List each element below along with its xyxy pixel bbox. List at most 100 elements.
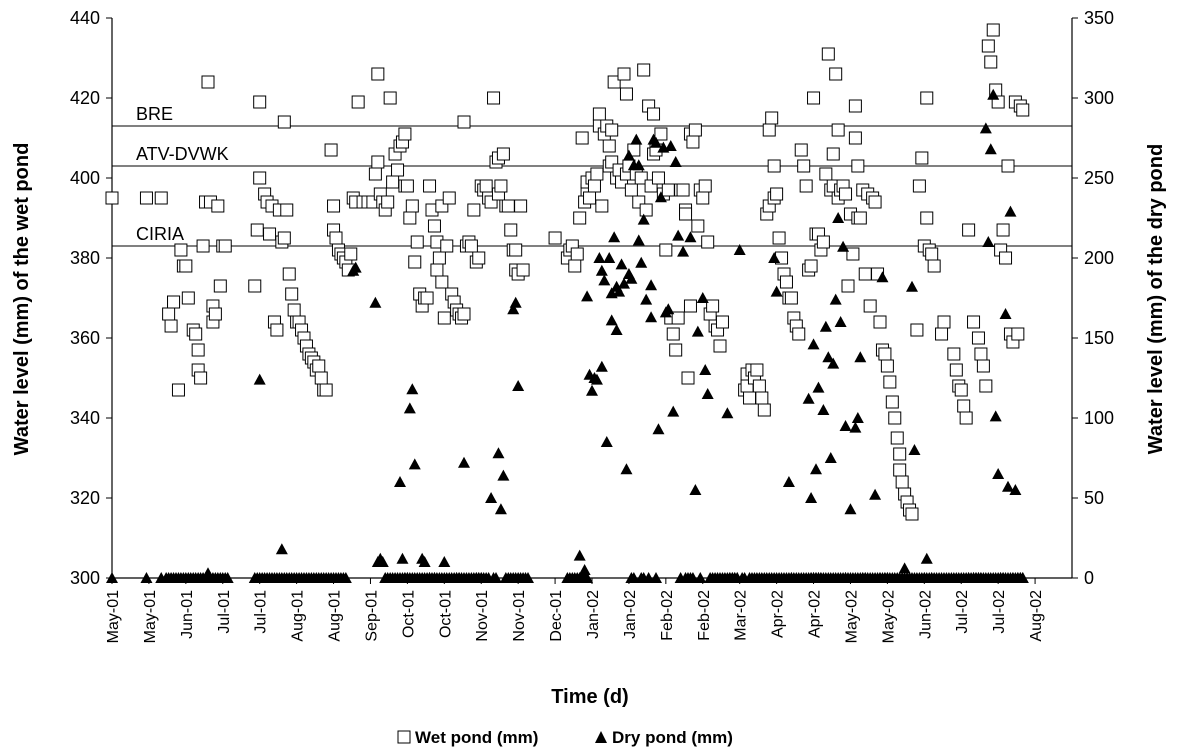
wet-pond-point — [671, 311, 685, 325]
dry-pond-point — [202, 567, 214, 579]
dry-pond-point — [837, 240, 850, 252]
wet-pond-point — [647, 107, 661, 121]
wet-pond-point — [154, 191, 168, 205]
wet-pond-point — [467, 203, 481, 217]
wet-pond-point — [772, 231, 786, 245]
dry-pond-point — [497, 469, 510, 481]
x-tick-label: May-01 — [142, 590, 159, 643]
wet-pond-point — [504, 223, 518, 237]
wet-pond-point — [314, 371, 328, 385]
dry-pond-point — [600, 436, 613, 447]
x-tick-label: Sep-01 — [363, 590, 380, 642]
legend-wet-marker — [397, 730, 411, 744]
x-tick-label: Jun-02 — [917, 590, 934, 639]
wet-pond-point — [797, 159, 811, 173]
dry-pond-point — [140, 572, 153, 583]
dry-pond-point — [785, 572, 798, 583]
wet-pond-point — [570, 247, 584, 261]
wet-pond-point — [464, 239, 478, 253]
wet-pond-point — [324, 143, 338, 157]
wet-pond-point — [654, 127, 668, 141]
y2-tick-label: 350 — [1084, 8, 1114, 28]
dry-pond-point — [635, 256, 648, 268]
wet-pond-point — [457, 307, 471, 321]
wet-pond-point — [779, 275, 793, 289]
dry-pond-point — [992, 468, 1005, 479]
dry-pond-point — [672, 229, 685, 241]
wet-pond-point — [979, 379, 993, 393]
wet-pond-point — [368, 167, 382, 181]
wet-pond-point — [807, 91, 821, 105]
wet-pond-point — [1016, 103, 1030, 117]
wet-pond-point — [509, 243, 523, 257]
reference-lines: BRE ATV-DVWK CIRIA — [112, 104, 1072, 247]
wet-pond-point — [277, 231, 291, 245]
wet-pond-point — [821, 47, 835, 61]
dry-pond-point — [839, 572, 852, 583]
dry-pond-point — [881, 572, 894, 583]
dry-pond-point — [832, 212, 845, 223]
wet-pond-point — [548, 231, 562, 245]
wet-pond-point — [713, 339, 727, 353]
dry-pond-point — [586, 384, 598, 396]
wet-pond-point — [440, 239, 454, 253]
dry-pond-point — [819, 320, 832, 332]
dry-pond-point — [595, 360, 608, 372]
dry-pond-point — [1002, 480, 1014, 492]
wet-pond-point — [873, 315, 887, 329]
y-tick-label: 320 — [70, 488, 100, 508]
wet-pond-point — [250, 223, 264, 237]
wet-pond-point — [386, 175, 400, 189]
wet-pond-point — [949, 363, 963, 377]
wet-pond-point — [794, 143, 808, 157]
wet-pond-point — [568, 259, 582, 273]
wet-pond-point — [715, 315, 729, 329]
wet-pond-point — [287, 303, 301, 317]
y-tick-label: 300 — [70, 568, 100, 588]
wet-pond-point — [974, 347, 988, 361]
dry-pond-point — [637, 213, 650, 225]
dry-pond-point — [632, 234, 645, 246]
dry-pond-point — [654, 191, 667, 203]
wet-pond-point — [831, 123, 845, 137]
wet-pond-point — [607, 75, 621, 89]
dry-pond-point — [652, 423, 665, 435]
dry-pond-point — [696, 292, 709, 303]
wet-pond-point — [432, 251, 446, 265]
wet-pond-point — [398, 127, 412, 141]
y-tick-label: 380 — [70, 248, 100, 268]
wet-pond-point — [912, 179, 926, 193]
wet-pond-point — [743, 391, 757, 405]
wet-pond-point — [893, 463, 907, 477]
wet-pond-point — [784, 291, 798, 305]
dry-pond-point — [630, 133, 643, 145]
y2-tick-label: 200 — [1084, 248, 1114, 268]
wet-pond-point — [263, 227, 277, 241]
wet-pond-point — [189, 327, 203, 341]
wet-pond-point — [605, 123, 619, 137]
dry-pond-point — [859, 572, 872, 583]
dry-pond-point — [640, 293, 653, 305]
wet-pond-point — [381, 195, 395, 209]
wet-pond-point — [839, 187, 853, 201]
wet-pond-point — [826, 147, 840, 161]
y2-tick-label: 150 — [1084, 328, 1114, 348]
dry-pond-point — [406, 383, 419, 395]
wet-pond-point — [893, 447, 907, 461]
wet-pond-point — [905, 507, 919, 521]
wet-pond-point — [383, 91, 397, 105]
dry-pond-point — [598, 274, 611, 286]
dry-pond-point — [810, 463, 822, 475]
wet-pond-point — [762, 123, 776, 137]
dry-pond-point — [689, 484, 702, 495]
dry-pond-point — [622, 149, 635, 161]
wet-pond-point — [403, 211, 417, 225]
wet-pond-point — [957, 399, 971, 413]
wet-pond-point — [959, 411, 973, 425]
dry-pond-point — [925, 572, 938, 583]
dry-pond-point — [920, 552, 933, 564]
wet-pond-point — [792, 327, 806, 341]
wet-pond-point — [846, 247, 860, 261]
dry-pond-point — [438, 556, 451, 567]
dry-pond-point — [581, 572, 594, 583]
